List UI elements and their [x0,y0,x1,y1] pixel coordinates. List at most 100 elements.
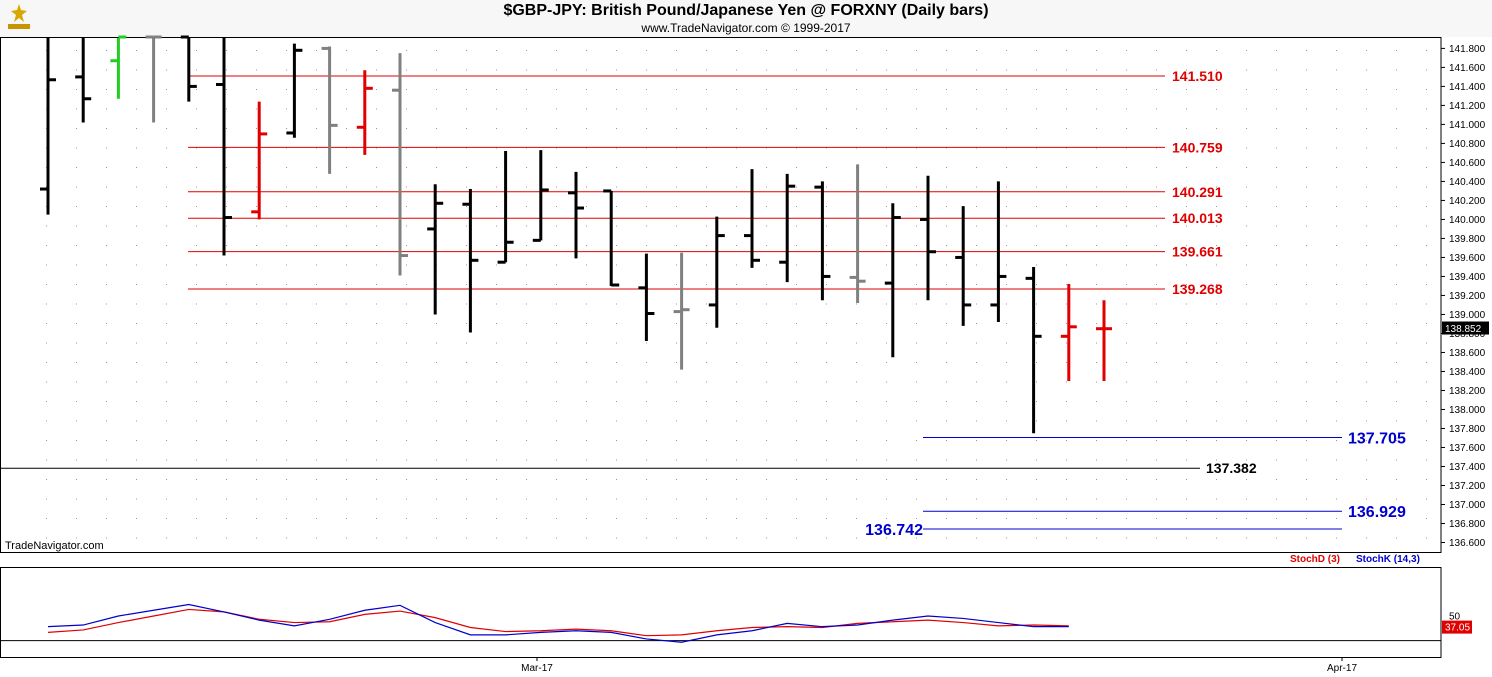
y-tick-label: 139.600 [1449,253,1486,264]
grid-dot [1396,186,1397,188]
grid-dot [1096,284,1097,285]
grid-dot [256,362,257,363]
grid-dot [886,147,887,149]
grid-dot [1306,108,1307,110]
y-tick-label: 139.000 [1449,310,1486,321]
grid-dot [556,323,557,324]
grid-dot [1426,440,1427,441]
grid-dot [796,479,797,480]
grid-dot [1276,401,1277,402]
grid-dot [286,498,287,500]
grid-dot [616,303,617,305]
grid-dot [1156,69,1157,71]
grid-dot [826,479,827,480]
grid-dot [406,264,407,266]
grid-dot [766,186,767,188]
grid-dot [406,537,407,539]
grid-dot [106,459,107,461]
grid-dot [316,225,317,227]
grid-dot [1186,498,1187,500]
grid-dot [1246,167,1247,168]
grid-dot [676,147,677,149]
grid-dot [496,479,497,480]
grid-dot [496,440,497,441]
grid-dot [316,264,317,266]
grid-dot [826,108,827,110]
stoch-series-line [47,608,1069,637]
grid-dot [586,264,587,266]
grid-dot [706,108,707,110]
grid-dot [796,147,797,149]
grid-dot [976,186,977,188]
grid-dot [1216,498,1217,500]
grid-dot [616,342,617,344]
grid-dot [796,342,797,344]
grid-dot [1036,440,1037,441]
grid-dot [196,167,197,168]
grid-dot [1246,128,1247,129]
grid-dot [376,147,377,149]
grid-dot [256,186,257,188]
grid-dot [886,225,887,227]
grid-dot [1126,264,1127,266]
grid-dot [256,323,257,324]
grid-dot [496,147,497,149]
grid-dot [796,440,797,441]
grid-dot [1396,362,1397,363]
grid-dot [586,323,587,324]
grid-dot [766,342,767,344]
stoch-series-line [47,603,1069,643]
last-price-label: 138.852 [1445,324,1482,335]
grid-dot [1096,128,1097,129]
grid-dot [376,69,377,71]
grid-dot [106,167,107,168]
grid-dot [766,420,767,422]
grid-dot [1066,323,1067,324]
grid-dot [1186,89,1187,90]
grid-dot [166,167,167,168]
grid-dot [1246,147,1247,149]
grid-dot [646,206,647,207]
grid-dot [1336,167,1337,168]
grid-dot [406,459,407,461]
grid-dot [886,362,887,363]
grid-dot [1366,128,1367,129]
grid-dot [736,303,737,305]
grid-dot [946,342,947,344]
grid-dot [736,420,737,422]
grid-dot [46,537,47,539]
grid-dot [556,225,557,227]
grid-dot [1366,362,1367,363]
grid-dot [1216,342,1217,344]
grid-dot [1096,264,1097,266]
grid-dot [346,108,347,110]
grid-dot [376,537,377,539]
grid-dot [466,167,467,168]
grid-dot [616,147,617,149]
grid-dot [616,206,617,207]
grid-dot [976,362,977,363]
grid-dot [406,50,407,51]
grid-dot [856,420,857,422]
grid-dot [1096,245,1097,246]
grid-dot [796,245,797,246]
grid-dot [376,89,377,90]
grid-dot [976,381,977,383]
grid-dot [856,323,857,324]
grid-dot [1366,186,1367,188]
grid-dot [106,303,107,305]
grid-dot [1036,420,1037,422]
grid-dot [1396,50,1397,51]
grid-dot [106,50,107,51]
grid-dot [976,245,977,246]
grid-dot [646,186,647,188]
grid-dot [796,420,797,422]
grid-dot [916,245,917,246]
grid-dot [196,225,197,227]
grid-dot [1276,479,1277,480]
grid-dot [766,167,767,168]
grid-dot [406,167,407,168]
grid-dot [1276,459,1277,461]
grid-dot [46,245,47,246]
